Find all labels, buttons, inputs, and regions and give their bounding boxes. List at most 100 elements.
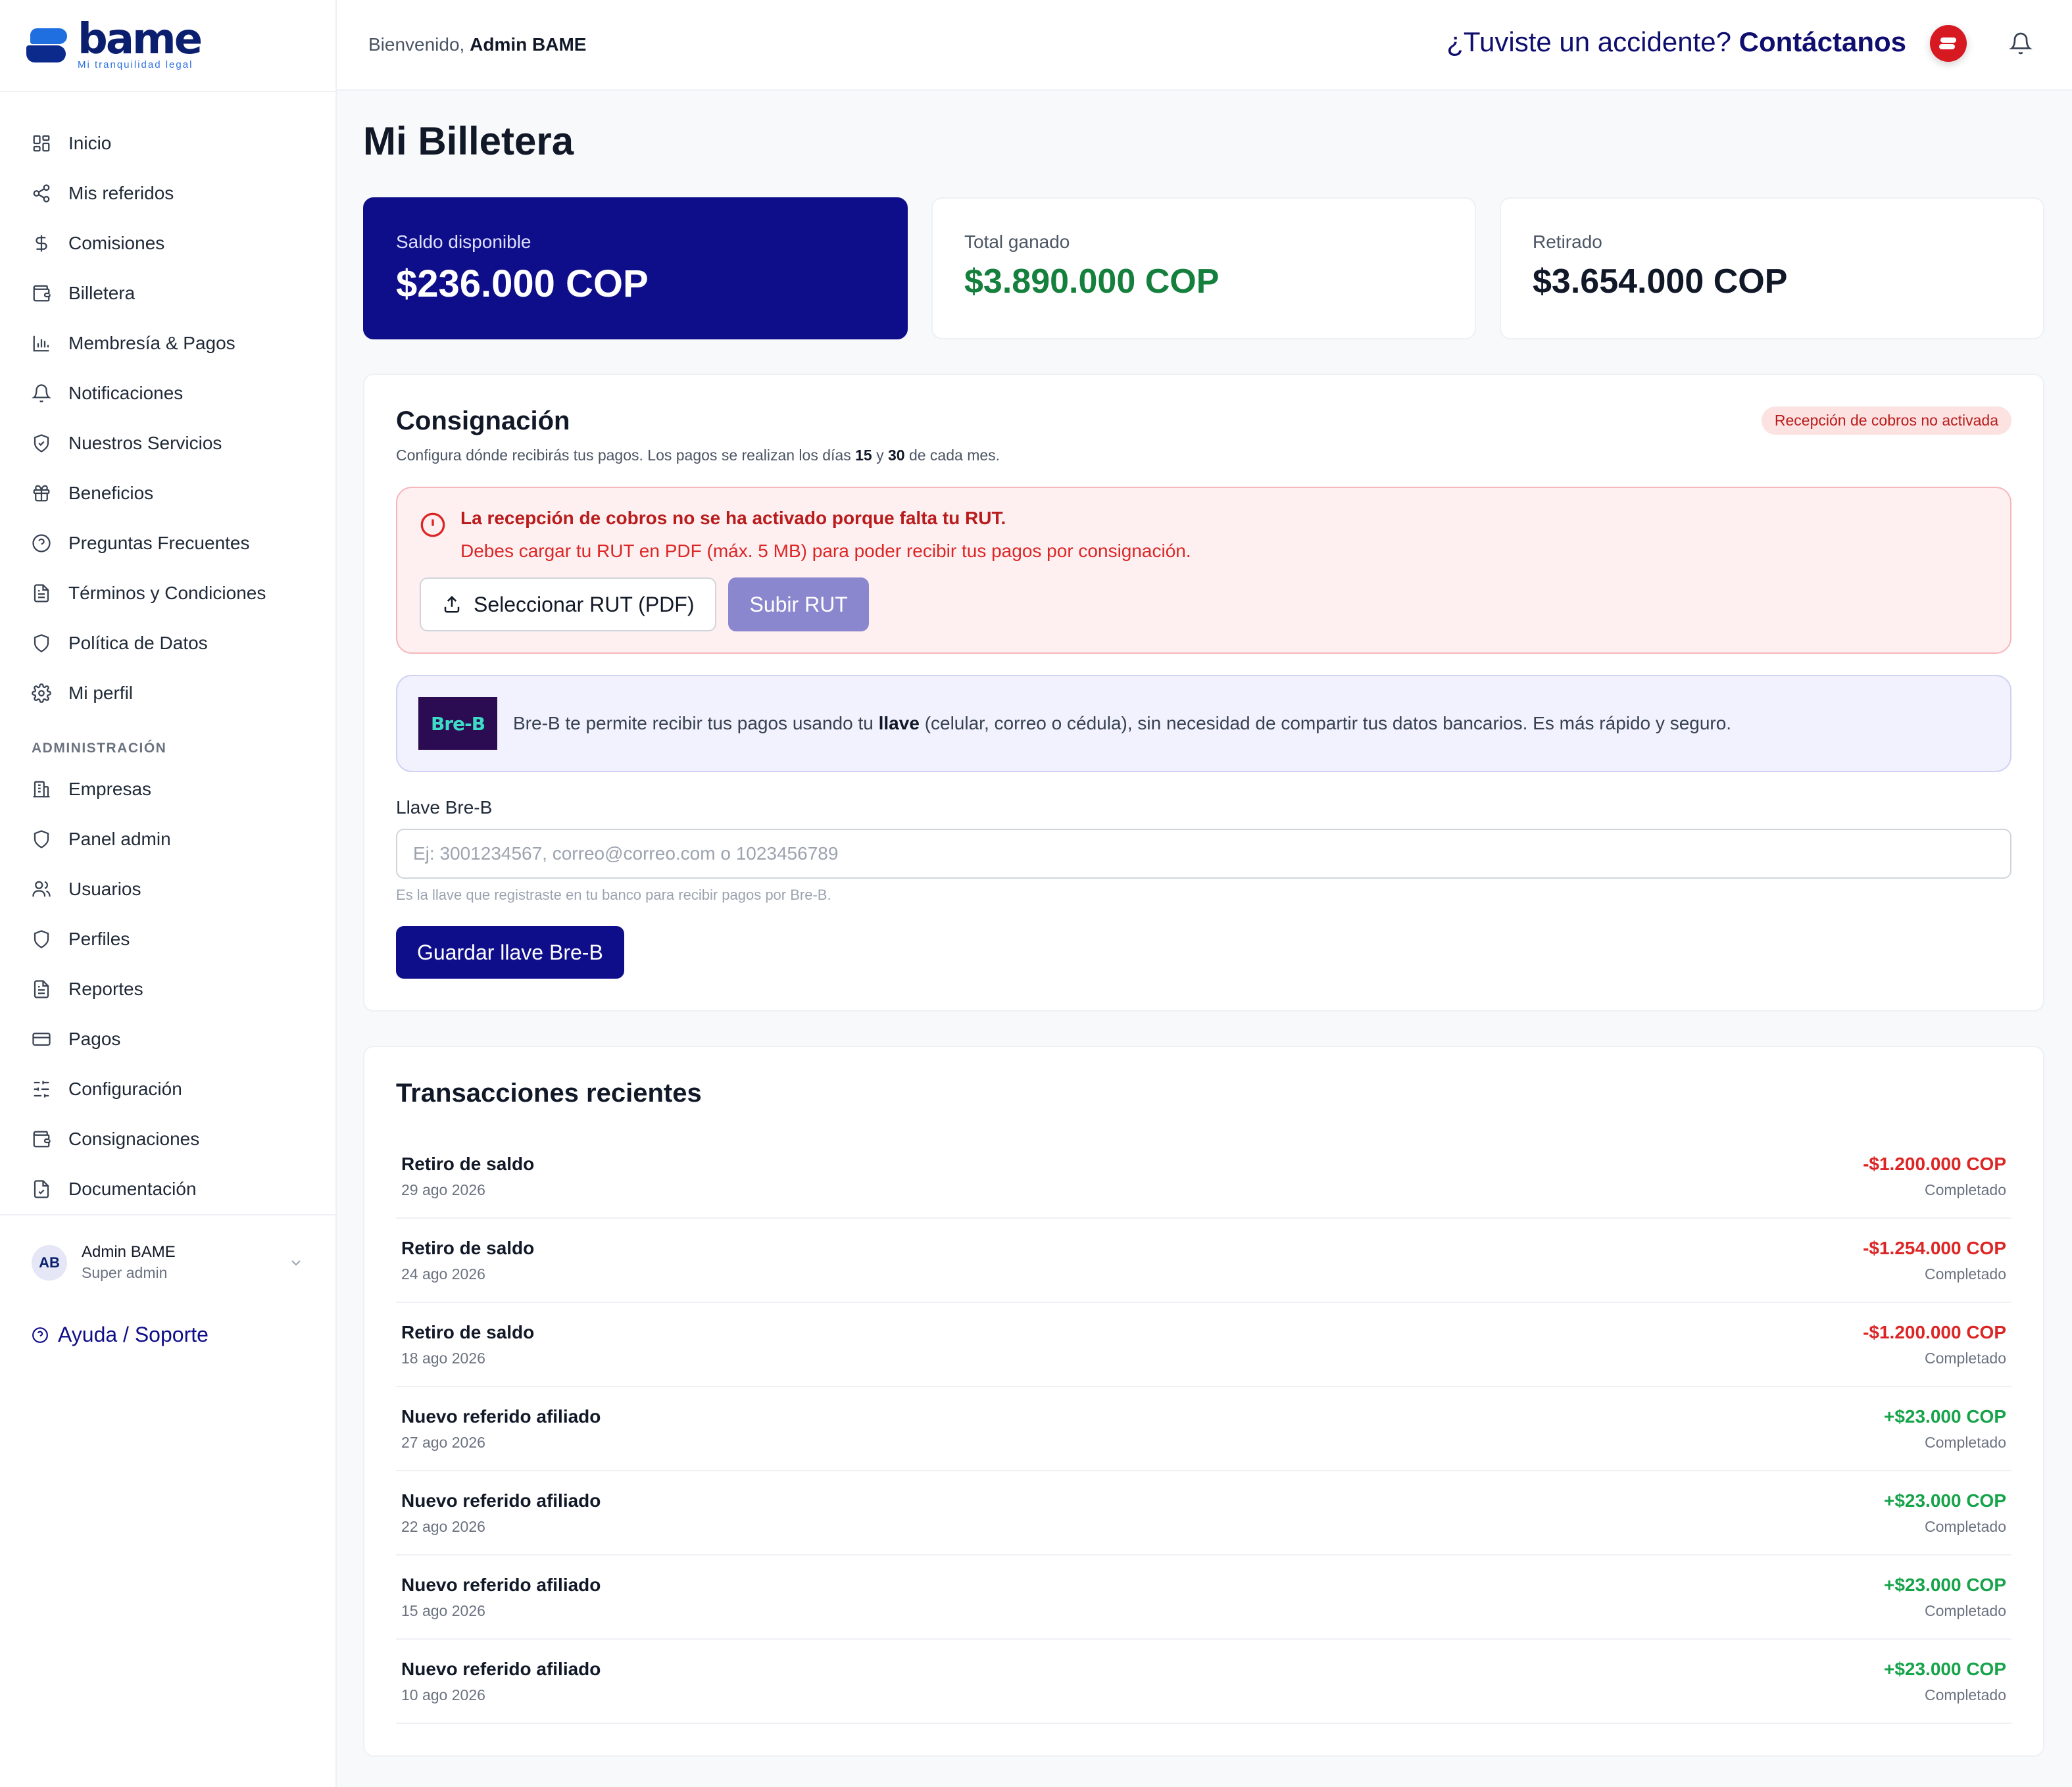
sidebar-item-label: Consignaciones: [68, 1129, 200, 1149]
transactions-list: Retiro de saldo 29 ago 2026 -$1.200.000 C…: [396, 1135, 2011, 1724]
transaction-amount: +$23.000 COP: [1883, 1658, 2006, 1679]
chevron-down-icon[interactable]: [288, 1255, 304, 1271]
breb-key-label: Llave Bre-B: [396, 797, 493, 818]
sidebar-item-label: Mi perfil: [68, 683, 134, 703]
balance-cards: Saldo disponible $236.000 COP Total gana…: [363, 197, 2044, 339]
select-rut-button[interactable]: Seleccionar RUT (PDF): [420, 577, 717, 631]
sidebar-item-billetera[interactable]: Billetera: [0, 268, 335, 318]
welcome-user-name: Admin BAME: [470, 34, 587, 55]
car-icon: [1939, 37, 1956, 49]
transaction-date: 22 ago 2026: [401, 1517, 485, 1535]
topbar: Bienvenido, Admin BAME ¿Tuviste un accid…: [337, 0, 2072, 91]
table-row[interactable]: Nuevo referido afiliado 27 ago 2026 +$23.…: [396, 1387, 2011, 1471]
shield-icon: [32, 633, 51, 653]
transactions-panel: Transacciones recientes Retiro de saldo 2…: [363, 1046, 2044, 1757]
file-text-icon: [32, 583, 51, 603]
sidebar-item-beneficios[interactable]: Beneficios: [0, 468, 335, 518]
accident-contact-link[interactable]: ¿Tuviste un accidente? Contáctanos: [1446, 26, 1906, 58]
sidebar-item-notificaciones[interactable]: Notificaciones: [0, 368, 335, 418]
sidebar-item-membresia-pagos[interactable]: Membresía & Pagos: [0, 318, 335, 368]
rut-missing-alert: La recepción de cobros no se ha activado…: [396, 487, 2011, 654]
sidebar-item-label: Preguntas Frecuentes: [68, 533, 250, 553]
breb-info-box: Bre-B Bre-B te permite recibir tus pagos…: [396, 675, 2011, 772]
table-row[interactable]: Nuevo referido afiliado 10 ago 2026 +$23.…: [396, 1640, 2011, 1724]
sidebar-item-label: Documentación: [68, 1179, 197, 1199]
sidebar-item-panel-admin[interactable]: Panel admin: [0, 814, 335, 864]
save-breb-key-button[interactable]: Guardar llave Bre-B: [396, 926, 624, 979]
sidebar-nav: Inicio Mis referidos Comisiones Billeter…: [0, 92, 335, 1214]
transaction-date: 18 ago 2026: [401, 1349, 485, 1367]
consignacion-subtitle: Configura dónde recibirás tus pagos. Los…: [396, 447, 2011, 464]
dollar-icon: [32, 233, 51, 253]
sidebar-item-inicio[interactable]: Inicio: [0, 118, 335, 168]
user-menu[interactable]: AB Admin BAME Super admin Ayuda / Soport…: [0, 1214, 335, 1347]
transaction-status: Completado: [1924, 1433, 2006, 1451]
sidebar-item-label: Pagos: [68, 1029, 121, 1049]
breb-info-text: Bre-B te permite recibir tus pagos usand…: [513, 713, 1731, 734]
payment-day-2: 30: [887, 447, 905, 464]
sidebar-item-nuestros-servicios[interactable]: Nuestros Servicios: [0, 418, 335, 468]
table-row[interactable]: Retiro de saldo 29 ago 2026 -$1.200.000 C…: [396, 1135, 2011, 1219]
help-support-link[interactable]: Ayuda / Soporte: [32, 1323, 304, 1347]
sidebar-item-usuarios[interactable]: Usuarios: [0, 864, 335, 914]
sidebar-item-mis-referidos[interactable]: Mis referidos: [0, 168, 335, 218]
card-label: Retirado: [1533, 232, 1602, 252]
breb-key-input[interactable]: [396, 829, 2011, 879]
gift-icon: [32, 483, 51, 503]
sidebar-item-politica-datos[interactable]: Política de Datos: [0, 618, 335, 668]
table-row[interactable]: Nuevo referido afiliado 15 ago 2026 +$23.…: [396, 1555, 2011, 1640]
sidebar-item-documentacion[interactable]: Documentación: [0, 1164, 335, 1214]
sidebar-item-preguntas-frecuentes[interactable]: Preguntas Frecuentes: [0, 518, 335, 568]
transaction-date: 29 ago 2026: [401, 1181, 485, 1198]
card-label: Saldo disponible: [396, 232, 531, 252]
status-badge: Recepción de cobros no activada: [1761, 406, 2011, 435]
sidebar-item-label: Configuración: [68, 1079, 182, 1099]
sidebar-item-perfiles[interactable]: Perfiles: [0, 914, 335, 964]
transaction-amount: +$23.000 COP: [1883, 1574, 2006, 1595]
transaction-status: Completado: [1924, 1517, 2006, 1535]
subtitle-text: de cada mes.: [908, 447, 1000, 464]
transactions-title: Transacciones recientes: [396, 1079, 702, 1108]
gear-icon: [32, 683, 51, 703]
transaction-name: Retiro de saldo: [401, 1237, 535, 1258]
sidebar-item-label: Mis referidos: [68, 183, 174, 203]
sidebar-item-label: Notificaciones: [68, 383, 184, 403]
main-content: Mi Billetera Saldo disponible $236.000 C…: [363, 91, 2044, 1757]
sidebar-item-label: Panel admin: [68, 829, 171, 849]
upload-icon: [444, 595, 460, 613]
transaction-date: 10 ago 2026: [401, 1686, 485, 1703]
transaction-amount: -$1.254.000 COP: [1863, 1237, 2006, 1258]
sidebar-item-terminos[interactable]: Términos y Condiciones: [0, 568, 335, 618]
emergency-contact-button[interactable]: [1930, 25, 1967, 62]
brand-logo[interactable]: bame Mi tranquilidad legal: [0, 0, 335, 92]
table-row[interactable]: Retiro de saldo 18 ago 2026 -$1.200.000 C…: [396, 1303, 2011, 1387]
subtitle-text: y: [876, 447, 884, 464]
card-value: $236.000 COP: [396, 262, 649, 305]
sidebar-item-reportes[interactable]: Reportes: [0, 964, 335, 1014]
sidebar-item-empresas[interactable]: Empresas: [0, 764, 335, 814]
sidebar-item-mi-perfil[interactable]: Mi perfil: [0, 668, 335, 718]
notifications-bell-icon[interactable]: [2009, 32, 2033, 55]
alert-description: Debes cargar tu RUT en PDF (máx. 5 MB) p…: [460, 541, 1191, 561]
sidebar-item-configuracion[interactable]: Configuración: [0, 1064, 335, 1114]
subtitle-text: Configura dónde recibirás tus pagos. Los…: [396, 447, 851, 464]
sidebar-item-label: Beneficios: [68, 483, 154, 503]
bell-icon: [32, 383, 51, 403]
sidebar-item-label: Usuarios: [68, 879, 141, 899]
bar-chart-icon: [32, 333, 51, 353]
users-icon: [32, 879, 51, 899]
card-label: Total ganado: [964, 232, 1070, 252]
sidebar-item-pagos[interactable]: Pagos: [0, 1014, 335, 1064]
table-row[interactable]: Nuevo referido afiliado 22 ago 2026 +$23.…: [396, 1471, 2011, 1555]
sidebar-item-consignaciones[interactable]: Consignaciones: [0, 1114, 335, 1164]
help-support-label: Ayuda / Soporte: [58, 1323, 209, 1346]
table-row[interactable]: Retiro de saldo 24 ago 2026 -$1.254.000 C…: [396, 1219, 2011, 1303]
card-value: $3.890.000 COP: [964, 262, 1220, 301]
transaction-amount: +$23.000 COP: [1883, 1406, 2006, 1427]
help-circle-icon: [32, 533, 51, 553]
upload-rut-button[interactable]: Subir RUT: [728, 577, 869, 631]
shield-icon: [32, 829, 51, 849]
sidebar-item-comisiones[interactable]: Comisiones: [0, 218, 335, 268]
share-icon: [32, 184, 51, 203]
info-text-bold: llave: [878, 713, 920, 733]
